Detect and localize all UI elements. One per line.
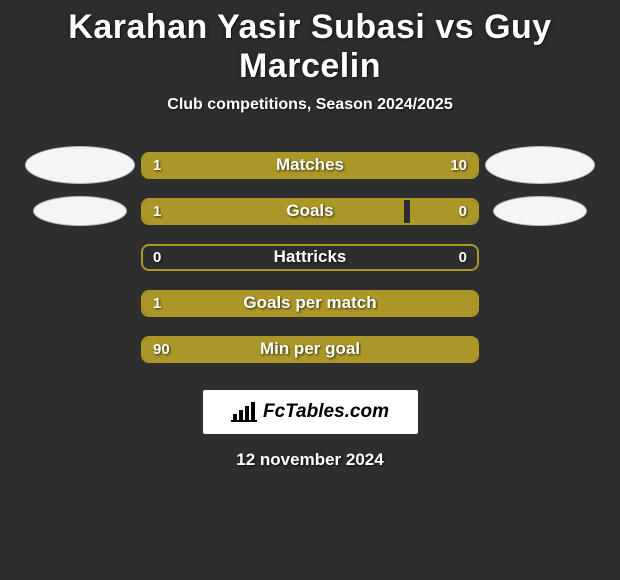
stat-label: Goals per match <box>143 292 477 315</box>
brand-badge[interactable]: FcTables.com <box>203 390 418 434</box>
stat-bar: 1 Matches 10 <box>141 152 479 179</box>
stat-bar: 90 Min per goal <box>141 336 479 363</box>
stat-row-goals-per-match: 1 Goals per match <box>10 280 610 326</box>
spacer <box>23 303 141 304</box>
page-title: Karahan Yasir Subasi vs Guy Marcelin <box>0 8 620 86</box>
stat-bar: 0 Hattricks 0 <box>141 244 479 271</box>
spacer <box>479 257 597 258</box>
stat-label: Min per goal <box>143 338 477 361</box>
stat-bar: 1 Goals 0 <box>141 198 479 225</box>
bar-chart-icon <box>231 402 257 422</box>
spacer <box>23 349 141 350</box>
brand-name: FcTables.com <box>263 401 389 423</box>
stat-bar: 1 Goals per match <box>141 290 479 317</box>
player-right-badge <box>493 196 587 226</box>
page-subtitle: Club competitions, Season 2024/2025 <box>0 96 620 114</box>
player-left-badge <box>25 146 135 184</box>
comparison-infographic: Karahan Yasir Subasi vs Guy Marcelin Clu… <box>0 0 620 470</box>
stat-row-hattricks: 0 Hattricks 0 <box>10 234 610 280</box>
spacer <box>479 349 597 350</box>
spacer <box>23 257 141 258</box>
stat-value-right: 0 <box>459 246 467 269</box>
stat-label: Matches <box>143 154 477 177</box>
stat-value-right: 0 <box>459 200 467 223</box>
stat-label: Goals <box>143 200 477 223</box>
chart-area: 1 Matches 10 1 Goals 0 0 <box>0 142 620 470</box>
player-right-badge <box>485 146 595 184</box>
stat-row-goals: 1 Goals 0 <box>10 188 610 234</box>
stat-row-matches: 1 Matches 10 <box>10 142 610 188</box>
stat-row-min-per-goal: 90 Min per goal <box>10 326 610 372</box>
stat-value-right: 10 <box>450 154 467 177</box>
player-left-badge <box>33 196 127 226</box>
stat-label: Hattricks <box>143 246 477 269</box>
spacer <box>479 303 597 304</box>
footer-date: 12 november 2024 <box>236 450 383 470</box>
